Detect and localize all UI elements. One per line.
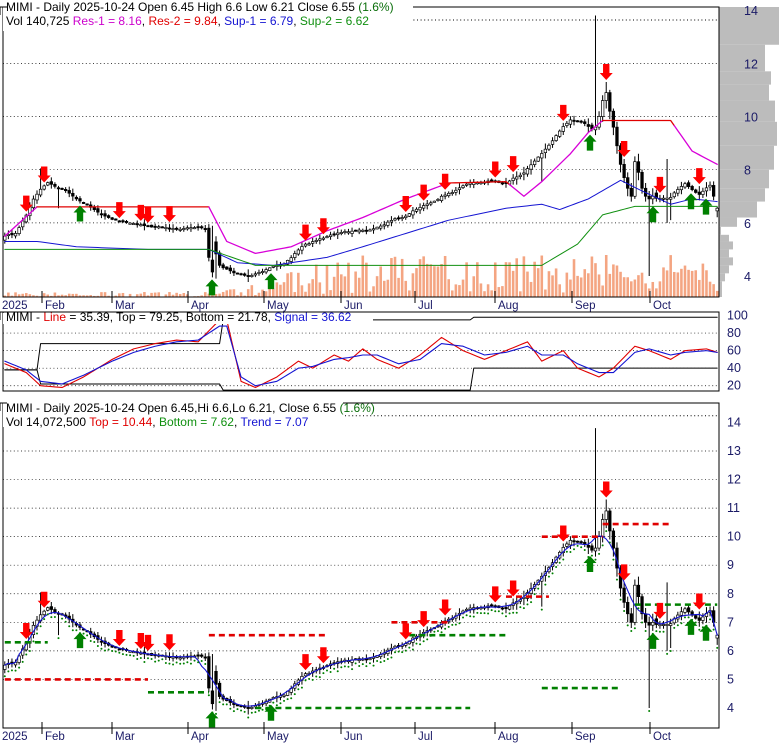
svg-text:2025: 2025 xyxy=(2,731,28,743)
svg-text:12: 12 xyxy=(727,473,741,487)
svg-text:12: 12 xyxy=(744,57,758,71)
svg-text:Jul: Jul xyxy=(418,300,433,312)
svg-text:6: 6 xyxy=(744,217,751,231)
svg-text:MIMI - Daily 2025-10-24 Open: MIMI - Daily 2025-10-24 Open 6.45 High 6… xyxy=(6,0,394,14)
svg-text:Oct: Oct xyxy=(653,731,672,743)
svg-text:Sep: Sep xyxy=(575,731,595,743)
svg-text:10: 10 xyxy=(744,111,758,125)
svg-text:11: 11 xyxy=(727,501,740,515)
svg-text:6: 6 xyxy=(727,644,734,658)
svg-text:40: 40 xyxy=(727,361,741,375)
svg-text:Vol 14,072,500 Top = 10.44, Bo: Vol 14,072,500 Top = 10.44, Bottom = 7.6… xyxy=(6,415,309,429)
svg-text:80: 80 xyxy=(727,326,741,340)
svg-text:Sep: Sep xyxy=(575,300,595,312)
svg-text:Vol 140,725 Res-1 = 8.16, Res-: Vol 140,725 Res-1 = 8.16, Res-2 = 9.84, … xyxy=(6,14,369,28)
svg-text:8: 8 xyxy=(727,587,734,601)
svg-text:Mar: Mar xyxy=(115,731,135,743)
svg-text:100: 100 xyxy=(727,309,748,323)
svg-text:60: 60 xyxy=(727,344,741,358)
svg-text:May: May xyxy=(267,731,289,743)
svg-text:Oct: Oct xyxy=(653,300,672,312)
svg-text:9: 9 xyxy=(727,558,734,572)
svg-text:10: 10 xyxy=(727,530,741,544)
svg-text:Aug: Aug xyxy=(498,731,518,743)
svg-text:13: 13 xyxy=(727,444,741,458)
svg-text:Jun: Jun xyxy=(344,731,363,743)
svg-text:14: 14 xyxy=(744,4,758,18)
svg-text:Apr: Apr xyxy=(191,731,209,743)
svg-text:Jul: Jul xyxy=(418,731,433,743)
svg-text:MIMI - Line = 35.39, Top = 79.: MIMI - Line = 35.39, Top = 79.25, Bottom… xyxy=(6,310,352,324)
svg-text:14: 14 xyxy=(727,415,741,429)
svg-text:Aug: Aug xyxy=(498,300,518,312)
svg-text:8: 8 xyxy=(744,164,751,178)
svg-text:Feb: Feb xyxy=(45,731,65,743)
svg-text:5: 5 xyxy=(727,672,734,686)
svg-text:4: 4 xyxy=(744,270,751,284)
svg-text:MIMI - Daily 2025-10-24 Open 6: MIMI - Daily 2025-10-24 Open 6.45,Hi 6.6… xyxy=(6,401,375,415)
svg-text:7: 7 xyxy=(727,615,734,629)
svg-text:4: 4 xyxy=(727,701,734,715)
svg-text:20: 20 xyxy=(727,379,741,393)
